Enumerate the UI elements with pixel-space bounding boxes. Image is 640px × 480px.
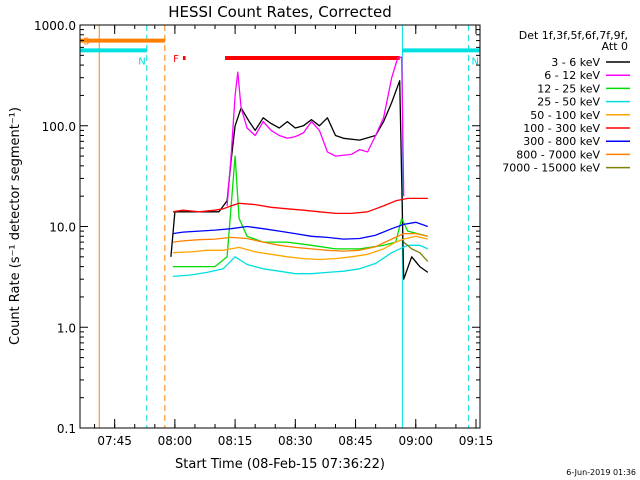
flag-label-3: F — [173, 54, 179, 65]
y-tick-label-2: 10.0 — [49, 221, 76, 235]
series-layer — [170, 56, 429, 280]
legend: Det 1f,3f,5f,6f,7f,9f, Att 0 3 - 6 keV6 … — [502, 29, 630, 175]
x-axis: 07:45 08:00 08:15 08:30 08:45 09:00 09:15 — [94, 25, 494, 448]
series-line-2 — [172, 155, 428, 268]
flag-label-0: S — [83, 37, 89, 48]
legend-label-8: 7000 - 15000 keV — [502, 162, 600, 175]
y-tick-label-4: 1000.0 — [34, 19, 76, 33]
x-tick-label-6: 09:15 — [459, 434, 494, 448]
flag-label-2: N — [472, 56, 479, 67]
chart-title: HESSI Count Rates, Corrected — [168, 3, 392, 21]
footer-date: 6-Jun-2019 01:36 — [566, 468, 636, 477]
legend-label-4: 50 - 100 keV — [530, 109, 600, 122]
legend-label-7: 800 - 7000 keV — [516, 148, 600, 161]
flag-bars: S N N F — [80, 37, 480, 67]
series-line-8 — [403, 241, 429, 262]
series-line-1 — [226, 56, 405, 206]
legend-label-5: 100 - 300 keV — [523, 122, 600, 135]
legend-header-1: Det 1f,3f,5f,6f,7f,9f, — [519, 29, 628, 42]
legend-header-2: Att 0 — [602, 40, 628, 53]
legend-label-1: 6 - 12 keV — [544, 69, 600, 82]
y-tick-label-0: 0.1 — [57, 422, 76, 436]
y-axis: 0.1 1.0 10.0 100.0 1000.0 — [34, 19, 480, 436]
x-tick-label-5: 09:00 — [398, 434, 433, 448]
series-line-4 — [172, 235, 428, 261]
legend-label-0: 3 - 6 keV — [551, 56, 600, 69]
flag-label-1: N — [138, 56, 145, 67]
x-tick-label-3: 08:30 — [278, 434, 313, 448]
legend-label-6: 300 - 800 keV — [523, 135, 600, 148]
x-tick-label-2: 08:15 — [218, 434, 253, 448]
y-axis-label: Count Rate (s⁻¹ detector segment⁻¹) — [8, 107, 23, 345]
y-tick-label-3: 100.0 — [42, 120, 76, 134]
y-tick-label-1: 1.0 — [57, 321, 76, 335]
x-tick-label-4: 08:45 — [338, 434, 373, 448]
x-tick-label-0: 07:45 — [97, 434, 132, 448]
series-line-7 — [172, 232, 428, 252]
series-line-5 — [172, 197, 428, 215]
series-line-6 — [172, 221, 429, 240]
x-tick-label-1: 08:00 — [158, 434, 193, 448]
x-axis-label: Start Time (08-Feb-15 07:36:22) — [175, 457, 385, 472]
legend-label-2: 12 - 25 keV — [537, 82, 600, 95]
series-line-3 — [172, 244, 429, 278]
legend-label-3: 25 - 50 keV — [537, 96, 600, 109]
